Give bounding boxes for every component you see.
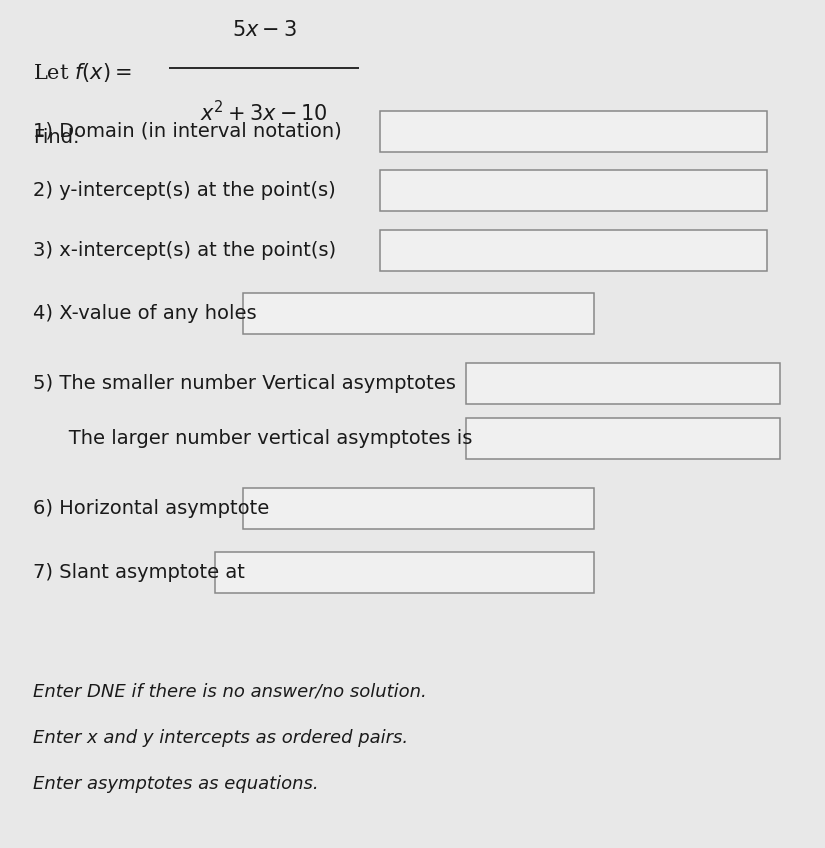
Text: Let $f(x)=$: Let $f(x)=$: [33, 60, 132, 84]
FancyBboxPatch shape: [466, 418, 780, 459]
Text: 1) Domain (in interval notation): 1) Domain (in interval notation): [33, 122, 342, 141]
Text: 3) x-intercept(s) at the point(s): 3) x-intercept(s) at the point(s): [33, 241, 336, 259]
Text: 4) X-value of any holes: 4) X-value of any holes: [33, 304, 257, 323]
FancyBboxPatch shape: [380, 230, 767, 271]
Text: 7) Slant asymptote at: 7) Slant asymptote at: [33, 563, 245, 582]
FancyBboxPatch shape: [243, 488, 594, 529]
Text: Enter x and y intercepts as ordered pairs.: Enter x and y intercepts as ordered pair…: [33, 728, 408, 747]
Text: 2) y-intercept(s) at the point(s): 2) y-intercept(s) at the point(s): [33, 181, 336, 200]
FancyBboxPatch shape: [380, 170, 767, 211]
FancyBboxPatch shape: [243, 293, 594, 334]
Text: $5x - 3$: $5x - 3$: [232, 20, 296, 40]
Text: The larger number vertical asymptotes is: The larger number vertical asymptotes is: [50, 429, 472, 448]
Text: Enter DNE if there is no answer/no solution.: Enter DNE if there is no answer/no solut…: [33, 682, 427, 700]
Text: $x^2 + 3x - 10$: $x^2 + 3x - 10$: [200, 100, 328, 126]
FancyBboxPatch shape: [466, 363, 780, 404]
FancyBboxPatch shape: [380, 111, 767, 152]
Text: 6) Horizontal asymptote: 6) Horizontal asymptote: [33, 499, 269, 518]
Text: Enter asymptotes as equations.: Enter asymptotes as equations.: [33, 775, 318, 794]
FancyBboxPatch shape: [214, 552, 594, 593]
Text: 5) The smaller number Vertical asymptotes: 5) The smaller number Vertical asymptote…: [33, 374, 456, 393]
Text: Find:: Find:: [33, 128, 79, 147]
